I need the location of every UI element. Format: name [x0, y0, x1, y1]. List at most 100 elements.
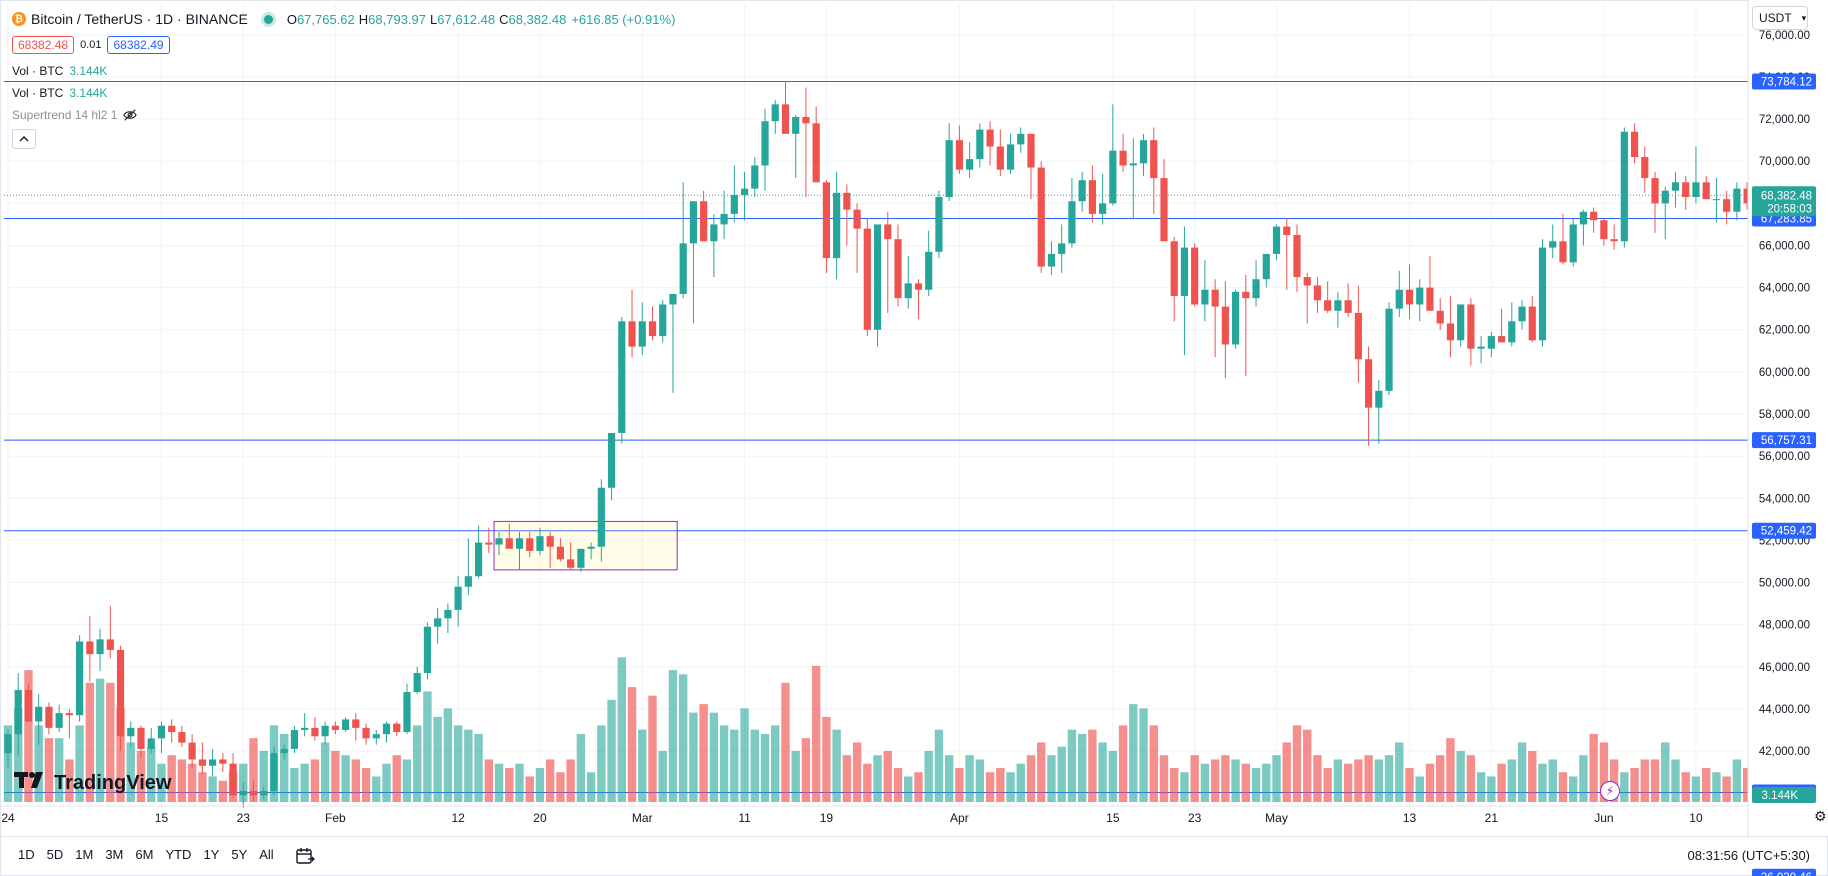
indicator-volume-name-2[interactable]: Vol · BTC [12, 86, 64, 100]
candle[interactable] [423, 622, 432, 680]
candle[interactable] [1641, 146, 1649, 193]
candle[interactable] [781, 81, 790, 134]
candle[interactable] [1283, 218, 1291, 290]
range-5d-button[interactable]: 5D [46, 847, 64, 862]
candle[interactable] [1313, 277, 1322, 313]
candle[interactable] [945, 123, 953, 202]
candle[interactable] [147, 727, 155, 754]
candle[interactable] [1590, 207, 1598, 233]
candle[interactable] [587, 542, 595, 560]
candle[interactable] [1272, 224, 1281, 261]
candle[interactable] [1006, 133, 1015, 174]
candle[interactable] [403, 683, 411, 735]
range-ytd-button[interactable]: YTD [165, 847, 192, 862]
candle[interactable] [116, 645, 125, 752]
candle[interactable] [1538, 239, 1547, 347]
candle[interactable] [761, 108, 769, 191]
candle[interactable] [413, 666, 421, 695]
candle[interactable] [35, 694, 43, 745]
candle[interactable] [352, 713, 360, 741]
candle[interactable] [1395, 270, 1403, 318]
candle[interactable] [863, 218, 871, 337]
candle[interactable] [341, 717, 350, 733]
candle[interactable] [1487, 331, 1495, 358]
candle[interactable] [792, 114, 800, 179]
candle[interactable] [526, 531, 534, 558]
candle[interactable] [1078, 171, 1086, 212]
candle[interactable] [720, 190, 728, 240]
candle[interactable] [955, 125, 963, 174]
candle[interactable] [1201, 260, 1209, 322]
candle[interactable] [1671, 171, 1680, 208]
candle[interactable] [556, 538, 565, 562]
candle[interactable] [1723, 190, 1731, 225]
range-1y-button[interactable]: 1Y [203, 847, 220, 862]
candle[interactable] [454, 576, 462, 627]
candle[interactable] [1692, 146, 1700, 204]
candle[interactable] [996, 129, 1004, 176]
candle[interactable] [1733, 182, 1741, 221]
candle[interactable] [546, 531, 554, 568]
candle[interactable] [209, 748, 217, 777]
candle[interactable] [700, 190, 708, 242]
candle[interactable] [1129, 138, 1137, 219]
range-1m-button[interactable]: 1M [75, 847, 94, 862]
candle[interactable] [873, 224, 882, 347]
candle[interactable] [474, 525, 483, 579]
candle[interactable] [730, 165, 738, 223]
candle[interactable] [689, 201, 698, 324]
candle[interactable] [1139, 133, 1148, 176]
candle[interactable] [822, 180, 830, 273]
candle[interactable] [1508, 302, 1516, 347]
candle[interactable] [198, 742, 206, 775]
candle[interactable] [1702, 175, 1710, 200]
candle[interactable] [1375, 380, 1383, 444]
candle[interactable] [904, 256, 912, 309]
candle[interactable] [393, 721, 401, 737]
time-axis[interactable]: 24 15 23 Feb 12 20 Mar 11 19 Apr 15 23 May 13 21 Jun 10 [0, 805, 1748, 825]
range-1d-button[interactable]: 1D [18, 847, 35, 862]
clock-timezone[interactable]: 08:31:56 (UTC+5:30) [1687, 848, 1810, 863]
candle[interactable] [219, 753, 227, 773]
candle[interactable] [802, 87, 810, 198]
candle[interactable] [1099, 173, 1107, 225]
candle[interactable] [1354, 285, 1362, 383]
candle[interactable] [127, 721, 135, 747]
candle[interactable] [1068, 178, 1076, 248]
candles[interactable] [4, 81, 1802, 808]
candle[interactable] [382, 721, 391, 743]
candle[interactable] [771, 100, 779, 134]
candle[interactable] [434, 607, 442, 644]
candle[interactable] [321, 721, 329, 745]
candle[interactable] [567, 542, 575, 570]
candle[interactable] [157, 721, 166, 754]
candle[interactable] [812, 106, 820, 183]
gear-icon[interactable]: ⚙ [1814, 808, 1827, 824]
range-5y-button[interactable]: 5Y [231, 847, 248, 862]
level-price-label[interactable]: 52,459.42 [1752, 522, 1816, 539]
candle[interactable] [597, 479, 605, 562]
candle[interactable] [188, 734, 196, 768]
candle[interactable] [362, 723, 370, 745]
candle[interactable] [485, 527, 493, 554]
indicator-volume-name[interactable]: Vol · BTC [12, 64, 64, 78]
candle[interactable] [1262, 253, 1270, 288]
candle[interactable] [1477, 336, 1485, 364]
candle[interactable] [4, 729, 12, 768]
candle[interactable] [372, 729, 380, 745]
candle[interactable] [1037, 161, 1045, 273]
candle[interactable] [249, 780, 258, 802]
candle[interactable] [894, 224, 902, 307]
candle[interactable] [14, 673, 22, 756]
candle[interactable] [1600, 218, 1608, 246]
level-price-label[interactable]: 36,030.46 [1752, 868, 1816, 876]
candle[interactable] [1579, 209, 1588, 246]
candle[interactable] [515, 531, 524, 570]
highlight-rectangle[interactable] [493, 520, 678, 571]
candle[interactable] [229, 753, 237, 798]
candle[interactable] [260, 786, 268, 800]
candle[interactable] [669, 293, 677, 393]
candle[interactable] [1518, 300, 1526, 330]
candle[interactable] [270, 746, 278, 796]
